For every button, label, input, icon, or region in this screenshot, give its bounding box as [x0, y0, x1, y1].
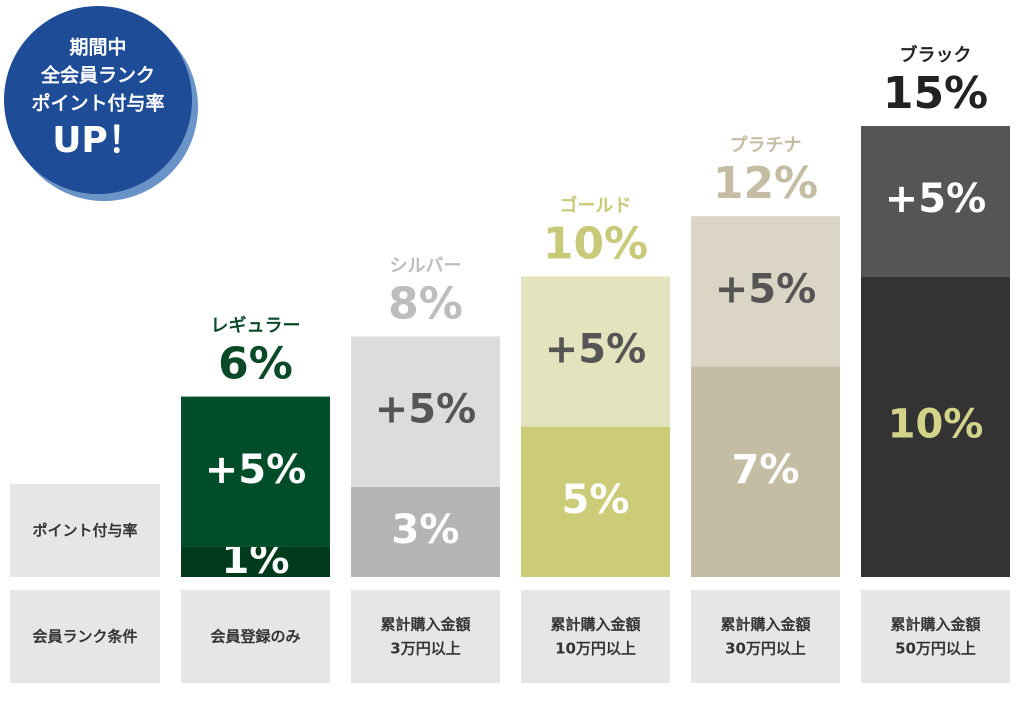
condition: 会員登録のみ — [210, 628, 300, 646]
badge-line: 全会員ランク — [40, 64, 155, 87]
row-header: 会員ランク条件 — [32, 628, 137, 646]
data-label: +5% — [715, 266, 816, 312]
data-label: 10% — [888, 402, 984, 448]
total-label: 12% — [713, 158, 818, 209]
row-header-cell — [10, 590, 160, 683]
condition-cell — [861, 590, 1010, 683]
total-label: 15% — [883, 68, 988, 119]
row-header-cell — [10, 484, 160, 577]
data-label: +5% — [375, 387, 476, 433]
data-label: +5% — [545, 327, 646, 373]
condition: 50万円以上 — [895, 640, 976, 658]
badge-line: ポイント付与率 — [31, 92, 164, 115]
bar-segment — [351, 336, 500, 487]
data-label: 7% — [732, 447, 800, 493]
bar-segment — [351, 486, 500, 577]
badge-line: UP！ — [52, 120, 144, 161]
condition: 累計購入金額 — [380, 616, 470, 634]
data-label: +5% — [885, 176, 986, 222]
bar-segment — [691, 216, 840, 367]
data-label: 3% — [392, 507, 460, 553]
total-label: 8% — [388, 278, 463, 329]
condition-cell — [181, 590, 330, 683]
total-label: 10% — [543, 218, 648, 269]
category-label: ブラック — [900, 44, 972, 66]
condition-cell — [521, 590, 670, 683]
category-label: シルバー — [390, 255, 462, 276]
badge — [4, 6, 192, 194]
bar-segment — [521, 276, 670, 427]
bar-segment — [861, 276, 1010, 577]
bar-segment — [691, 366, 840, 577]
condition: 累計購入金額 — [720, 616, 810, 634]
bar-segment — [861, 126, 1010, 277]
data-label: +5% — [205, 447, 306, 493]
condition-cell — [691, 590, 840, 683]
category-label: プラチナ — [730, 134, 802, 156]
badge-line: 期間中 — [69, 36, 126, 59]
bar-segment — [181, 396, 330, 547]
condition: 3万円以上 — [390, 640, 460, 658]
row-header: ポイント付与率 — [32, 522, 137, 540]
data-label: 5% — [562, 477, 630, 523]
category-label: レギュラー — [211, 316, 301, 337]
bar-segment — [181, 546, 330, 577]
condition: 30万円以上 — [725, 640, 806, 658]
condition: 累計購入金額 — [550, 616, 640, 634]
condition: 10万円以上 — [555, 640, 636, 658]
total-label: 6% — [218, 339, 293, 390]
bar-segment — [521, 426, 670, 577]
category-label: ゴールド — [560, 194, 632, 216]
condition-cell — [351, 590, 500, 683]
condition: 累計購入金額 — [890, 616, 980, 634]
